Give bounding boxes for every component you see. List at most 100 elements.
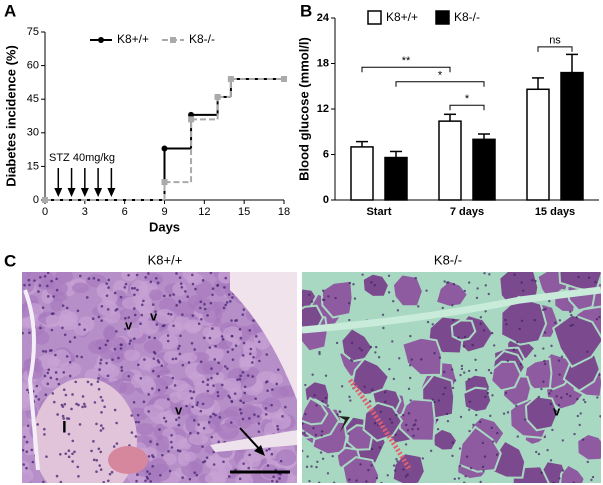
nucleus: [185, 404, 188, 408]
nucleus: [105, 294, 109, 297]
image-label: v: [553, 403, 561, 418]
nucleus: [318, 352, 321, 356]
nucleus: [458, 464, 462, 467]
nucleus: [350, 341, 354, 344]
nucleus: [216, 284, 219, 287]
significance-label: *: [438, 70, 443, 82]
nucleus: [168, 294, 172, 297]
nucleus: [319, 451, 323, 454]
nucleus: [206, 389, 210, 393]
nucleus: [227, 475, 231, 478]
nucleus: [591, 475, 595, 479]
cell: [204, 472, 226, 483]
nucleus: [388, 418, 392, 421]
nucleus: [334, 296, 337, 300]
nucleus: [196, 401, 200, 404]
nucleus: [355, 479, 358, 482]
lobule: [450, 319, 477, 342]
nucleus: [257, 340, 261, 344]
y-tick-label: 15: [27, 160, 39, 172]
nucleus: [504, 318, 507, 322]
marker: [161, 145, 168, 152]
nucleus: [112, 445, 116, 448]
nucleus: [34, 395, 38, 398]
nucleus: [445, 281, 449, 284]
nucleus: [156, 281, 160, 285]
nucleus: [144, 275, 147, 279]
nucleus: [557, 403, 561, 407]
nucleus: [491, 331, 494, 335]
nucleus: [373, 422, 377, 425]
nucleus: [81, 405, 84, 409]
arrow-head: [107, 188, 116, 197]
nucleus: [191, 282, 195, 286]
nucleus: [540, 387, 543, 391]
nucleus: [206, 314, 209, 317]
y-tick-label: 24: [317, 12, 330, 24]
nucleus: [313, 394, 316, 397]
nucleus: [271, 388, 274, 391]
nucleus: [178, 449, 182, 453]
nucleus: [554, 321, 557, 324]
nucleus: [234, 319, 237, 322]
nucleus: [175, 418, 178, 422]
nucleus: [264, 380, 268, 384]
nucleus: [223, 365, 227, 368]
nucleus: [113, 347, 117, 351]
nucleus: [224, 276, 228, 280]
nucleus: [197, 322, 201, 326]
nucleus: [134, 435, 138, 438]
nucleus: [101, 427, 105, 430]
cell: [55, 272, 73, 284]
lobule: [490, 360, 522, 392]
nucleus: [506, 359, 509, 363]
nucleus: [474, 358, 477, 361]
nucleus: [549, 402, 553, 406]
nucleus: [238, 328, 242, 331]
nucleus: [113, 291, 117, 295]
nucleus: [106, 339, 109, 343]
nucleus: [177, 347, 180, 350]
nucleus: [484, 395, 487, 399]
nucleus: [519, 363, 523, 366]
nucleus: [133, 337, 136, 340]
nucleus: [147, 393, 151, 396]
nucleus: [537, 452, 541, 456]
nucleus: [117, 356, 120, 360]
nucleus: [41, 306, 45, 310]
lobule: [552, 313, 601, 368]
nucleus: [170, 446, 174, 449]
nucleus: [105, 361, 108, 365]
cell: [172, 282, 187, 296]
nucleus: [436, 428, 440, 431]
nucleus: [268, 447, 271, 451]
bar: [438, 120, 462, 201]
nucleus: [178, 352, 182, 356]
nucleus: [210, 435, 214, 439]
nucleus: [173, 384, 177, 387]
nucleus: [239, 336, 243, 340]
nucleus: [172, 293, 175, 296]
nucleus: [22, 448, 25, 452]
nucleus: [242, 308, 246, 311]
nucleus: [459, 415, 463, 419]
nucleus: [199, 300, 203, 304]
legend-swatch: [435, 10, 450, 25]
y-tick-label: 6: [323, 148, 329, 160]
nucleus: [144, 479, 147, 483]
nucleus: [457, 336, 460, 339]
nucleus: [568, 394, 572, 398]
nucleus: [149, 280, 153, 284]
nucleus: [272, 475, 275, 479]
nucleus: [336, 413, 339, 416]
cell: [72, 282, 89, 294]
nucleus: [251, 361, 254, 364]
nucleus: [335, 341, 339, 345]
nucleus: [181, 363, 185, 367]
nucleus: [157, 388, 161, 392]
nucleus: [310, 300, 314, 303]
nucleus: [599, 415, 601, 418]
nucleus: [111, 358, 114, 361]
nucleus: [52, 400, 56, 404]
significance-bracket: [361, 66, 451, 73]
